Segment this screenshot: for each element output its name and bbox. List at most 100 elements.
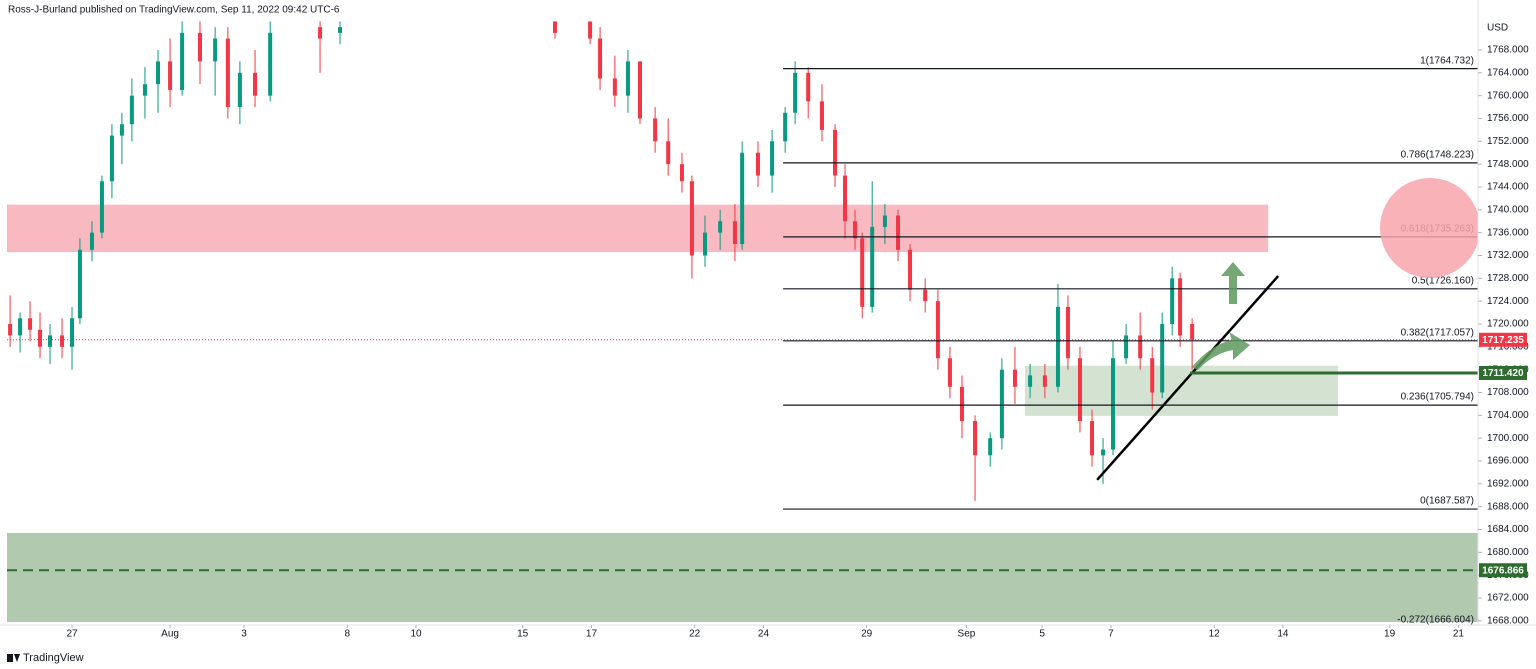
candle-body (77, 249, 82, 319)
candle-body (168, 61, 173, 90)
x-tick-label: 15 (517, 629, 529, 640)
candle-body (38, 329, 43, 347)
candle-body (1065, 306, 1070, 359)
candle-body (318, 27, 323, 39)
x-tick-label: 5 (1039, 629, 1045, 640)
candle-body (653, 118, 658, 142)
fib-label: -0.272(1666.604) (1397, 615, 1474, 626)
candle-body (109, 135, 114, 182)
candle-body (770, 141, 775, 176)
y-tick-label: 1708.000 (1487, 387, 1529, 398)
x-tick-label: 29 (861, 629, 873, 640)
y-tick-label: 1700.000 (1487, 433, 1529, 444)
candle-body (1077, 358, 1082, 422)
candle-body (783, 112, 788, 142)
candle-body (689, 181, 694, 256)
candle-body (1138, 335, 1143, 359)
y-tick-label: 1732.000 (1487, 250, 1529, 261)
price-label-box (1479, 332, 1527, 347)
x-tick-label: 17 (586, 629, 598, 640)
up-arrow (1221, 262, 1245, 304)
header: Ross-J-Burland published on TradingView.… (8, 5, 340, 16)
candle-body (89, 232, 94, 250)
candle-body (1160, 323, 1165, 393)
highlight-circle (1380, 178, 1480, 278)
logo-mark (14, 654, 20, 662)
candle-body (1012, 369, 1017, 387)
price-label: 1717.235 (1482, 335, 1524, 346)
candle-body (1028, 375, 1033, 387)
candle-body (1090, 421, 1095, 456)
fib-label: 1(1764.732) (1420, 55, 1474, 66)
candle-body (1170, 278, 1175, 324)
x-tick-label: 27 (66, 629, 78, 640)
zone (7, 204, 1269, 253)
x-tick-label: 19 (1384, 629, 1396, 640)
price-label-box (1479, 365, 1527, 380)
candle-body (833, 129, 838, 176)
y-tick-label: 1756.000 (1487, 113, 1529, 124)
x-tick-label: 22 (689, 629, 701, 640)
candle-body (703, 232, 708, 256)
logo-mark (7, 654, 13, 662)
x-tick-label: 7 (1108, 629, 1114, 640)
candle-body (625, 61, 630, 96)
candle-body (999, 369, 1004, 439)
candle-body (882, 215, 887, 227)
y-tick-label: 1704.000 (1487, 410, 1529, 421)
candle-body (70, 318, 75, 347)
fib-label: 0.786(1748.223) (1401, 150, 1474, 161)
candle-body (852, 221, 857, 239)
candle-body (1101, 449, 1106, 456)
y-tick-label: 1668.000 (1487, 615, 1529, 626)
candle-body (988, 438, 993, 456)
x-tick-label: 10 (410, 629, 422, 640)
fib-label: 0.382(1717.057) (1401, 327, 1474, 338)
candle-body (588, 21, 593, 39)
candle-body (268, 32, 273, 96)
zone (7, 532, 1478, 622)
candle-body (48, 335, 53, 347)
price-label: 1711.420 (1482, 368, 1524, 379)
candle-body (1042, 375, 1047, 387)
candle-body (819, 101, 824, 130)
logo (7, 654, 20, 662)
x-tick-label: Aug (161, 629, 179, 640)
x-tick-label: 21 (1453, 629, 1465, 640)
price-label: 1676.866 (1482, 565, 1524, 576)
candle-body (612, 78, 617, 96)
candle-body (338, 27, 343, 33)
x-tick-label: 8 (344, 629, 350, 640)
candle-body (553, 21, 558, 33)
y-tick-label: 1736.000 (1487, 227, 1529, 238)
candle-body (870, 226, 875, 307)
candle-body (60, 335, 65, 347)
candle-body (679, 164, 684, 182)
candle-body (99, 181, 104, 233)
candle-body (180, 32, 185, 90)
candle-body (119, 124, 124, 136)
y-tick-label: 1688.000 (1487, 501, 1529, 512)
fib-label: 0.5(1726.160) (1412, 275, 1474, 286)
y-tick-label: 1696.000 (1487, 456, 1529, 467)
y-tick-label: 1740.000 (1487, 204, 1529, 215)
trendline (1096, 275, 1280, 481)
y-tick-label: 1752.000 (1487, 136, 1529, 147)
currency: USD (1487, 23, 1508, 34)
y-tick-label: 1728.000 (1487, 273, 1529, 284)
candle-body (1124, 335, 1129, 359)
candle-body (156, 61, 161, 85)
candle-body (740, 152, 745, 245)
x-tick-label: 12 (1209, 629, 1221, 640)
candle-body (1111, 358, 1116, 450)
candle-body (793, 72, 798, 113)
candle-body (947, 358, 952, 387)
candle-body (142, 84, 147, 96)
candle-body (28, 318, 33, 330)
y-tick-label: 1744.000 (1487, 182, 1529, 193)
candles (8, 21, 1195, 501)
candle-body (225, 38, 230, 108)
candle-body (253, 72, 258, 96)
zones (7, 204, 1478, 622)
